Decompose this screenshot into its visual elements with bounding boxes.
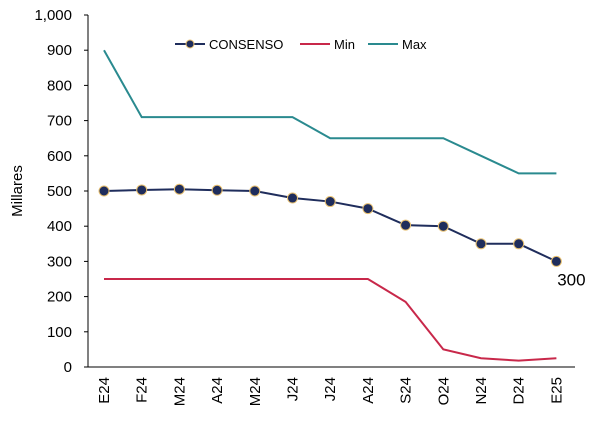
y-tick-label: 400	[47, 218, 72, 235]
x-tick-label: O24	[435, 377, 452, 405]
y-tick-label: 800	[47, 77, 72, 94]
series-line	[103, 49, 557, 175]
legend-marker	[185, 39, 195, 49]
marker	[437, 220, 449, 232]
y-tick-label: 500	[47, 183, 72, 200]
marker	[400, 219, 412, 231]
marker	[173, 183, 185, 195]
y-tick-label: 0	[64, 359, 72, 376]
y-tick-label: 600	[47, 148, 72, 165]
marker	[362, 203, 374, 215]
series-line	[104, 278, 557, 362]
x-tick-label: D24	[511, 377, 528, 405]
data-label: 300	[557, 270, 585, 289]
y-axis-title: Millares	[9, 165, 26, 217]
y-tick-label: 900	[47, 42, 72, 59]
legend-label: CONSENSO	[209, 37, 283, 52]
x-tick-label: S24	[398, 377, 415, 404]
marker	[136, 184, 148, 196]
y-tick-label: 700	[47, 113, 72, 130]
x-tick-label: J24	[285, 377, 302, 401]
marker	[475, 238, 487, 250]
x-tick-label: E24	[96, 377, 113, 404]
marker	[513, 238, 525, 250]
x-tick-label: E25	[548, 377, 565, 404]
marker	[211, 184, 223, 196]
x-tick-label: F24	[134, 377, 151, 403]
x-tick-label: M24	[171, 377, 188, 406]
y-tick-label: 100	[47, 324, 72, 341]
marker	[287, 192, 298, 204]
y-tick-label: 300	[47, 253, 72, 270]
marker	[98, 185, 110, 197]
x-tick-label: M24	[247, 377, 264, 406]
marker	[249, 185, 261, 197]
x-tick-label: A24	[360, 377, 377, 404]
marker	[550, 255, 562, 267]
legend-label: Max	[402, 37, 427, 52]
legend-label: Min	[334, 37, 355, 52]
x-tick-label: N24	[473, 377, 490, 405]
x-tick-label: J24	[322, 377, 339, 401]
y-tick-label: 200	[47, 289, 72, 306]
x-tick-label: A24	[209, 377, 226, 404]
marker	[324, 196, 336, 208]
y-tick-label: 1,000	[34, 7, 72, 24]
